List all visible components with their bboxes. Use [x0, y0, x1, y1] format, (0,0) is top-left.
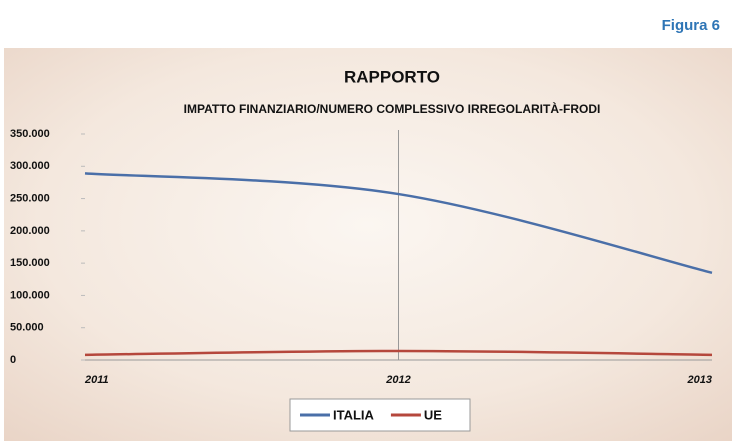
x-tick-label: 2012 [385, 374, 410, 386]
y-tick-label: 50.000 [10, 322, 44, 334]
chart-subtitle: IMPATTO FINANZIARIO/NUMERO COMPLESSIVO I… [184, 101, 601, 116]
x-tick-label: 2011 [84, 374, 109, 386]
y-tick-label: 150.000 [10, 257, 50, 269]
x-tick-label: 2013 [687, 374, 712, 386]
y-tick-label: 350.000 [10, 128, 50, 140]
line-series [84, 172, 713, 275]
y-tick-label: 250.000 [10, 192, 50, 204]
line-series [84, 349, 713, 357]
legend-label: ITALIA [333, 407, 375, 422]
chart-title: RAPPORTO [344, 67, 440, 86]
y-tick-label: 0 [10, 354, 16, 366]
figure-label: Figura 6 [662, 17, 720, 34]
y-tick-label: 300.000 [10, 160, 50, 172]
y-tick-label: 200.000 [10, 225, 50, 237]
y-tick-label: 100.000 [10, 289, 50, 301]
legend-label: UE [424, 407, 442, 422]
